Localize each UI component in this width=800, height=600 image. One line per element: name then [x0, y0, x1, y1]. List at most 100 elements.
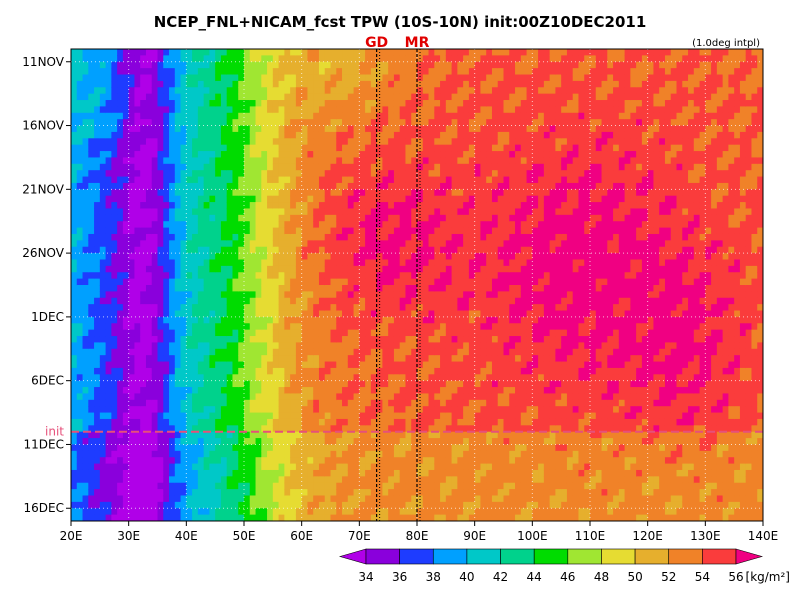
tpw-cell	[440, 310, 447, 318]
tpw-cell	[422, 367, 430, 375]
tpw-cell	[105, 355, 112, 363]
tpw-cell	[128, 348, 136, 356]
tpw-cell	[105, 163, 112, 171]
tpw-cell	[445, 367, 453, 375]
tpw-cell	[399, 476, 407, 484]
tpw-cell	[440, 202, 447, 210]
tpw-cell	[313, 323, 320, 331]
tpw-cell	[272, 355, 280, 363]
tpw-cell	[174, 112, 182, 120]
tpw-cell	[203, 125, 210, 133]
tpw-cell	[88, 253, 95, 261]
tpw-cell	[272, 457, 280, 465]
tpw-cell	[370, 144, 378, 152]
tpw-cell	[232, 476, 239, 484]
tpw-cell	[359, 93, 366, 101]
tpw-cell	[145, 227, 153, 235]
tpw-cell	[197, 482, 205, 490]
tpw-cell	[163, 170, 170, 178]
tpw-cell	[284, 463, 291, 471]
tpw-cell	[71, 74, 78, 82]
tpw-cell	[324, 374, 332, 382]
tpw-cell	[417, 323, 424, 331]
tpw-cell	[157, 138, 164, 146]
tpw-cell	[457, 131, 464, 139]
tpw-cell	[197, 189, 205, 197]
tpw-cell	[169, 278, 176, 286]
tpw-cell	[267, 316, 274, 324]
tpw-cell	[267, 387, 274, 395]
tpw-cell	[197, 380, 205, 388]
tpw-cell	[111, 163, 118, 171]
tpw-cell	[451, 297, 458, 305]
tpw-cell	[99, 310, 107, 318]
tpw-cell	[209, 367, 216, 375]
tpw-cell	[342, 182, 349, 190]
tpw-cell	[99, 157, 107, 165]
tpw-cell	[290, 342, 297, 350]
tpw-cell	[417, 182, 424, 190]
tpw-cell	[376, 112, 383, 120]
tpw-cell	[134, 61, 141, 69]
tpw-cell	[370, 195, 378, 203]
tpw-cell	[422, 469, 430, 477]
tpw-cell	[411, 61, 418, 69]
tpw-cell	[105, 291, 112, 299]
tpw-cell	[82, 74, 89, 82]
tpw-cell	[330, 438, 337, 446]
tpw-cell	[330, 233, 337, 241]
tpw-cell	[197, 304, 205, 312]
tpw-cell	[307, 508, 314, 516]
tpw-cell	[278, 336, 285, 344]
tpw-cell	[255, 253, 262, 261]
tpw-cell	[359, 291, 366, 299]
tpw-cell	[365, 112, 372, 120]
tpw-cell	[422, 393, 430, 401]
tpw-cell	[163, 49, 170, 56]
tpw-cell	[134, 182, 141, 190]
tpw-cell	[215, 291, 222, 299]
tpw-cell	[336, 144, 343, 152]
tpw-cell	[192, 380, 199, 388]
tpw-cell	[353, 508, 360, 516]
tpw-cell	[76, 361, 84, 369]
tpw-cell	[140, 265, 147, 273]
tpw-cell	[232, 265, 239, 273]
tpw-cell	[122, 176, 130, 184]
tpw-cell	[174, 310, 182, 318]
tpw-cell	[169, 425, 176, 433]
tpw-cell	[94, 418, 101, 426]
tpw-cell	[169, 61, 176, 69]
tpw-cell	[307, 476, 314, 484]
tpw-cell	[76, 297, 84, 305]
tpw-cell	[134, 361, 141, 369]
tpw-cell	[220, 501, 228, 509]
tpw-cell	[94, 399, 101, 407]
tpw-cell	[434, 272, 441, 280]
tpw-cell	[324, 112, 332, 120]
tpw-cell	[151, 253, 159, 261]
tpw-cell	[192, 482, 199, 490]
tpw-cell	[451, 189, 458, 197]
tpw-cell	[445, 310, 453, 318]
tpw-cell	[209, 508, 216, 516]
tpw-cell	[267, 170, 274, 178]
tpw-cell	[209, 119, 216, 127]
tpw-cell	[128, 380, 136, 388]
tpw-cell	[122, 514, 130, 521]
tpw-cell	[244, 119, 251, 127]
tpw-cell	[163, 208, 170, 216]
tpw-cell	[249, 87, 257, 95]
tpw-cell	[134, 214, 141, 222]
tpw-cell	[428, 265, 435, 273]
tpw-cell	[203, 112, 210, 120]
tpw-cell	[440, 233, 447, 241]
tpw-cell	[313, 316, 320, 324]
tpw-cell	[180, 259, 187, 267]
tpw-cell	[336, 138, 343, 146]
tpw-cell	[122, 291, 130, 299]
tpw-cell	[186, 151, 193, 159]
tpw-cell	[411, 49, 418, 56]
tpw-cell	[94, 112, 101, 120]
tpw-cell	[192, 412, 199, 420]
